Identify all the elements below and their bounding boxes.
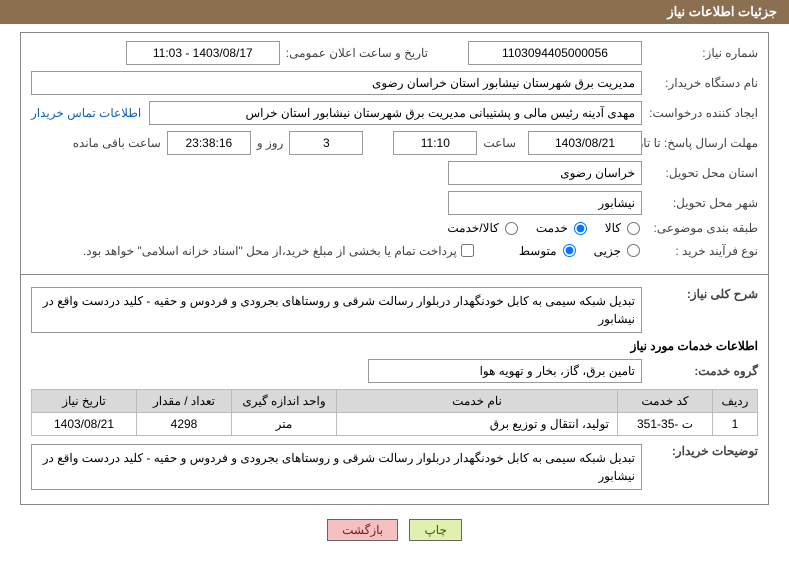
city-label: شهر محل تحویل: <box>648 196 758 210</box>
td-unit: متر <box>232 413 337 436</box>
announce-label: تاریخ و ساعت اعلان عمومی: <box>286 46 428 60</box>
radio-medium[interactable] <box>563 244 576 257</box>
buyer-org-value: مدیریت برق شهرستان نیشابور استان خراسان … <box>31 71 642 95</box>
td-date: 1403/08/21 <box>32 413 137 436</box>
print-button[interactable]: چاپ <box>409 519 461 541</box>
time-remaining: 23:38:16 <box>167 131 251 155</box>
td-row: 1 <box>713 413 758 436</box>
category-radios: کالا خدمت کالا/خدمت <box>435 221 642 235</box>
payment-checkbox[interactable] <box>461 244 474 257</box>
deadline-time: 11:10 <box>393 131 477 155</box>
radio-service[interactable] <box>574 222 587 235</box>
purchase-type-label: نوع فرآیند خرید : <box>648 244 758 258</box>
requester-value: مهدی آدینه رئیس مالی و پشتیبانی مدیریت ب… <box>149 101 642 125</box>
need-no-label: شماره نیاز: <box>648 46 758 60</box>
group-value: تامین برق، گاز، بخار و تهویه هوا <box>368 359 642 383</box>
announce-value: 1403/08/17 - 11:03 <box>126 41 280 65</box>
back-button[interactable]: بازگشت <box>327 519 398 541</box>
days-text: روز و <box>257 136 284 150</box>
buyer-org-label: نام دستگاه خریدار: <box>648 76 758 90</box>
buyer-desc-label: توضیحات خریدار: <box>648 444 758 458</box>
services-table: ردیف کد خدمت نام خدمت واحد اندازه گیری ت… <box>31 389 758 436</box>
need-no-value: 1103094405000056 <box>468 41 642 65</box>
city-value: نیشابور <box>448 191 642 215</box>
remaining-text: ساعت باقی مانده <box>73 136 161 150</box>
th-unit: واحد اندازه گیری <box>232 390 337 413</box>
radio-minor[interactable] <box>627 244 640 257</box>
deadline-date: 1403/08/21 <box>528 131 642 155</box>
province-label: استان محل تحویل: <box>648 166 758 180</box>
time-label: ساعت <box>483 136 516 150</box>
td-code: ت -35-351 <box>618 413 713 436</box>
th-code: کد خدمت <box>618 390 713 413</box>
category-label: طبقه بندی موضوعی: <box>648 221 758 235</box>
th-qty: تعداد / مقدار <box>137 390 232 413</box>
td-qty: 4298 <box>137 413 232 436</box>
main-desc-value: تبدیل شبکه سیمی به کابل خودنگهدار دربلوا… <box>31 287 642 333</box>
payment-note: پرداخت تمام یا بخشی از مبلغ خرید،از محل … <box>83 244 457 258</box>
main-desc-label: شرح کلی نیاز: <box>648 287 758 301</box>
requester-label: ایجاد کننده درخواست: <box>648 106 758 120</box>
radio-both[interactable] <box>505 222 518 235</box>
th-row: ردیف <box>713 390 758 413</box>
services-section-title: اطلاعات خدمات مورد نیاز <box>631 339 758 353</box>
contact-link[interactable]: اطلاعات تماس خریدار <box>31 106 141 120</box>
buyer-desc-value: تبدیل شبکه سیمی به کابل خودنگهدار دربلوا… <box>31 444 642 490</box>
form-box: شماره نیاز: 1103094405000056 تاریخ و ساع… <box>20 32 769 275</box>
radio-goods[interactable] <box>627 222 640 235</box>
page-header: جزئیات اطلاعات نیاز <box>0 0 789 24</box>
group-label: گروه خدمت: <box>648 364 758 378</box>
th-date: تاریخ نیاز <box>32 390 137 413</box>
details-box: شرح کلی نیاز: تبدیل شبکه سیمی به کابل خو… <box>20 275 769 505</box>
purchase-type-radios: جزیی متوسط <box>507 244 642 258</box>
td-name: تولید، انتقال و توزیع برق <box>337 413 618 436</box>
table-row: 1 ت -35-351 تولید، انتقال و توزیع برق مت… <box>32 413 758 436</box>
days-remaining: 3 <box>289 131 363 155</box>
province-value: خراسان رضوی <box>448 161 642 185</box>
deadline-label: مهلت ارسال پاسخ: تا تاریخ: <box>648 136 758 150</box>
button-row: چاپ بازگشت <box>0 519 789 541</box>
page-title: جزئیات اطلاعات نیاز <box>667 4 777 19</box>
th-name: نام خدمت <box>337 390 618 413</box>
